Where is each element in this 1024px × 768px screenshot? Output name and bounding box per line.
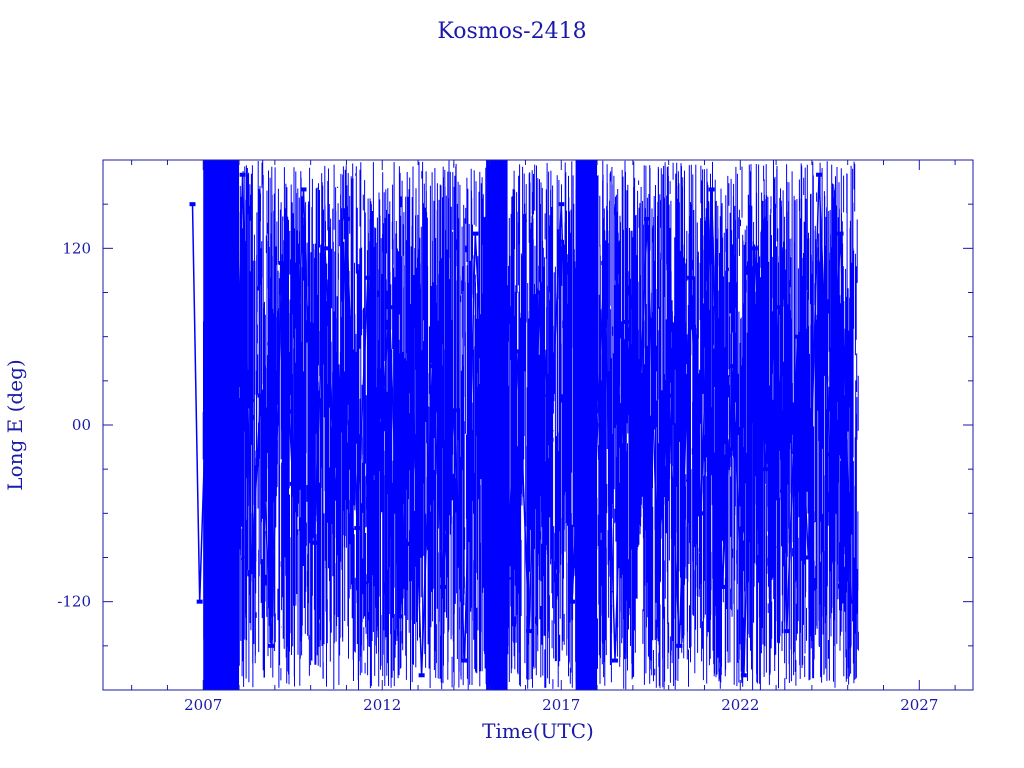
data-point xyxy=(248,570,255,575)
data-point xyxy=(826,452,833,457)
data-point xyxy=(547,437,554,442)
data-point xyxy=(633,481,640,486)
data-point xyxy=(203,378,210,383)
data-point xyxy=(418,673,425,678)
data-point xyxy=(221,290,228,295)
chart-title: Kosmos-2418 xyxy=(437,19,586,44)
data-point xyxy=(257,393,264,398)
data-layer xyxy=(189,160,859,690)
data-point xyxy=(773,305,780,310)
x-tick-label: 2017 xyxy=(542,696,580,714)
data-point xyxy=(526,629,533,634)
y-tick-label: 00 xyxy=(72,416,91,434)
data-point xyxy=(429,364,436,369)
series-line xyxy=(191,174,853,676)
data-point xyxy=(230,511,237,516)
data-point xyxy=(321,246,328,251)
data-point xyxy=(311,540,318,545)
dense-band xyxy=(486,160,508,690)
data-point xyxy=(590,526,597,531)
data-point xyxy=(300,187,307,192)
data-point xyxy=(386,305,393,310)
data-point xyxy=(440,584,447,589)
data-point xyxy=(515,349,522,354)
data-point xyxy=(397,614,404,619)
data-point xyxy=(654,570,661,575)
data-point xyxy=(196,599,203,604)
data-point xyxy=(375,467,382,472)
data-point xyxy=(558,202,565,207)
x-tick-label: 2007 xyxy=(184,696,222,714)
data-point xyxy=(708,187,715,192)
ticks-layer: 2007 2012 2017 2022 2027 -120 00 120 xyxy=(57,159,973,714)
data-point xyxy=(504,555,511,560)
data-point xyxy=(601,261,608,266)
data-point xyxy=(697,511,704,516)
data-point xyxy=(472,231,479,236)
data-point xyxy=(730,364,737,369)
data-point xyxy=(611,658,618,663)
data-point xyxy=(461,658,468,663)
data-point xyxy=(751,246,758,251)
data-point xyxy=(343,216,350,221)
data-point xyxy=(848,599,855,604)
data-point xyxy=(687,275,694,280)
x-tick-label: 2012 xyxy=(363,696,401,714)
data-point xyxy=(644,216,651,221)
data-point xyxy=(783,629,790,634)
data-point xyxy=(536,290,543,295)
y-axis-label: Long E (deg) xyxy=(3,359,27,490)
data-point xyxy=(268,643,275,648)
data-point xyxy=(450,408,457,413)
data-point xyxy=(740,673,747,678)
data-point xyxy=(354,526,361,531)
data-point xyxy=(665,393,672,398)
data-point xyxy=(332,496,339,501)
data-point xyxy=(364,275,371,280)
data-point xyxy=(189,202,196,207)
data-point xyxy=(805,555,812,560)
data-point xyxy=(493,172,500,177)
data-point xyxy=(794,334,801,339)
y-tick-label: -120 xyxy=(57,593,91,611)
x-tick-label: 2022 xyxy=(721,696,759,714)
x-tick-label: 2027 xyxy=(900,696,938,714)
data-point xyxy=(407,334,414,339)
data-point xyxy=(816,172,823,177)
x-axis-label: Time(UTC) xyxy=(482,719,594,743)
data-point xyxy=(279,261,286,266)
data-point xyxy=(483,452,490,457)
data-point xyxy=(676,643,683,648)
y-tick-label: 120 xyxy=(62,239,91,257)
data-point xyxy=(579,378,586,383)
data-point xyxy=(289,481,296,486)
data-point xyxy=(569,599,576,604)
data-point xyxy=(212,658,219,663)
data-point xyxy=(622,319,629,324)
data-point xyxy=(837,231,844,236)
data-point xyxy=(719,584,726,589)
data-point xyxy=(762,467,769,472)
data-point xyxy=(239,172,246,177)
